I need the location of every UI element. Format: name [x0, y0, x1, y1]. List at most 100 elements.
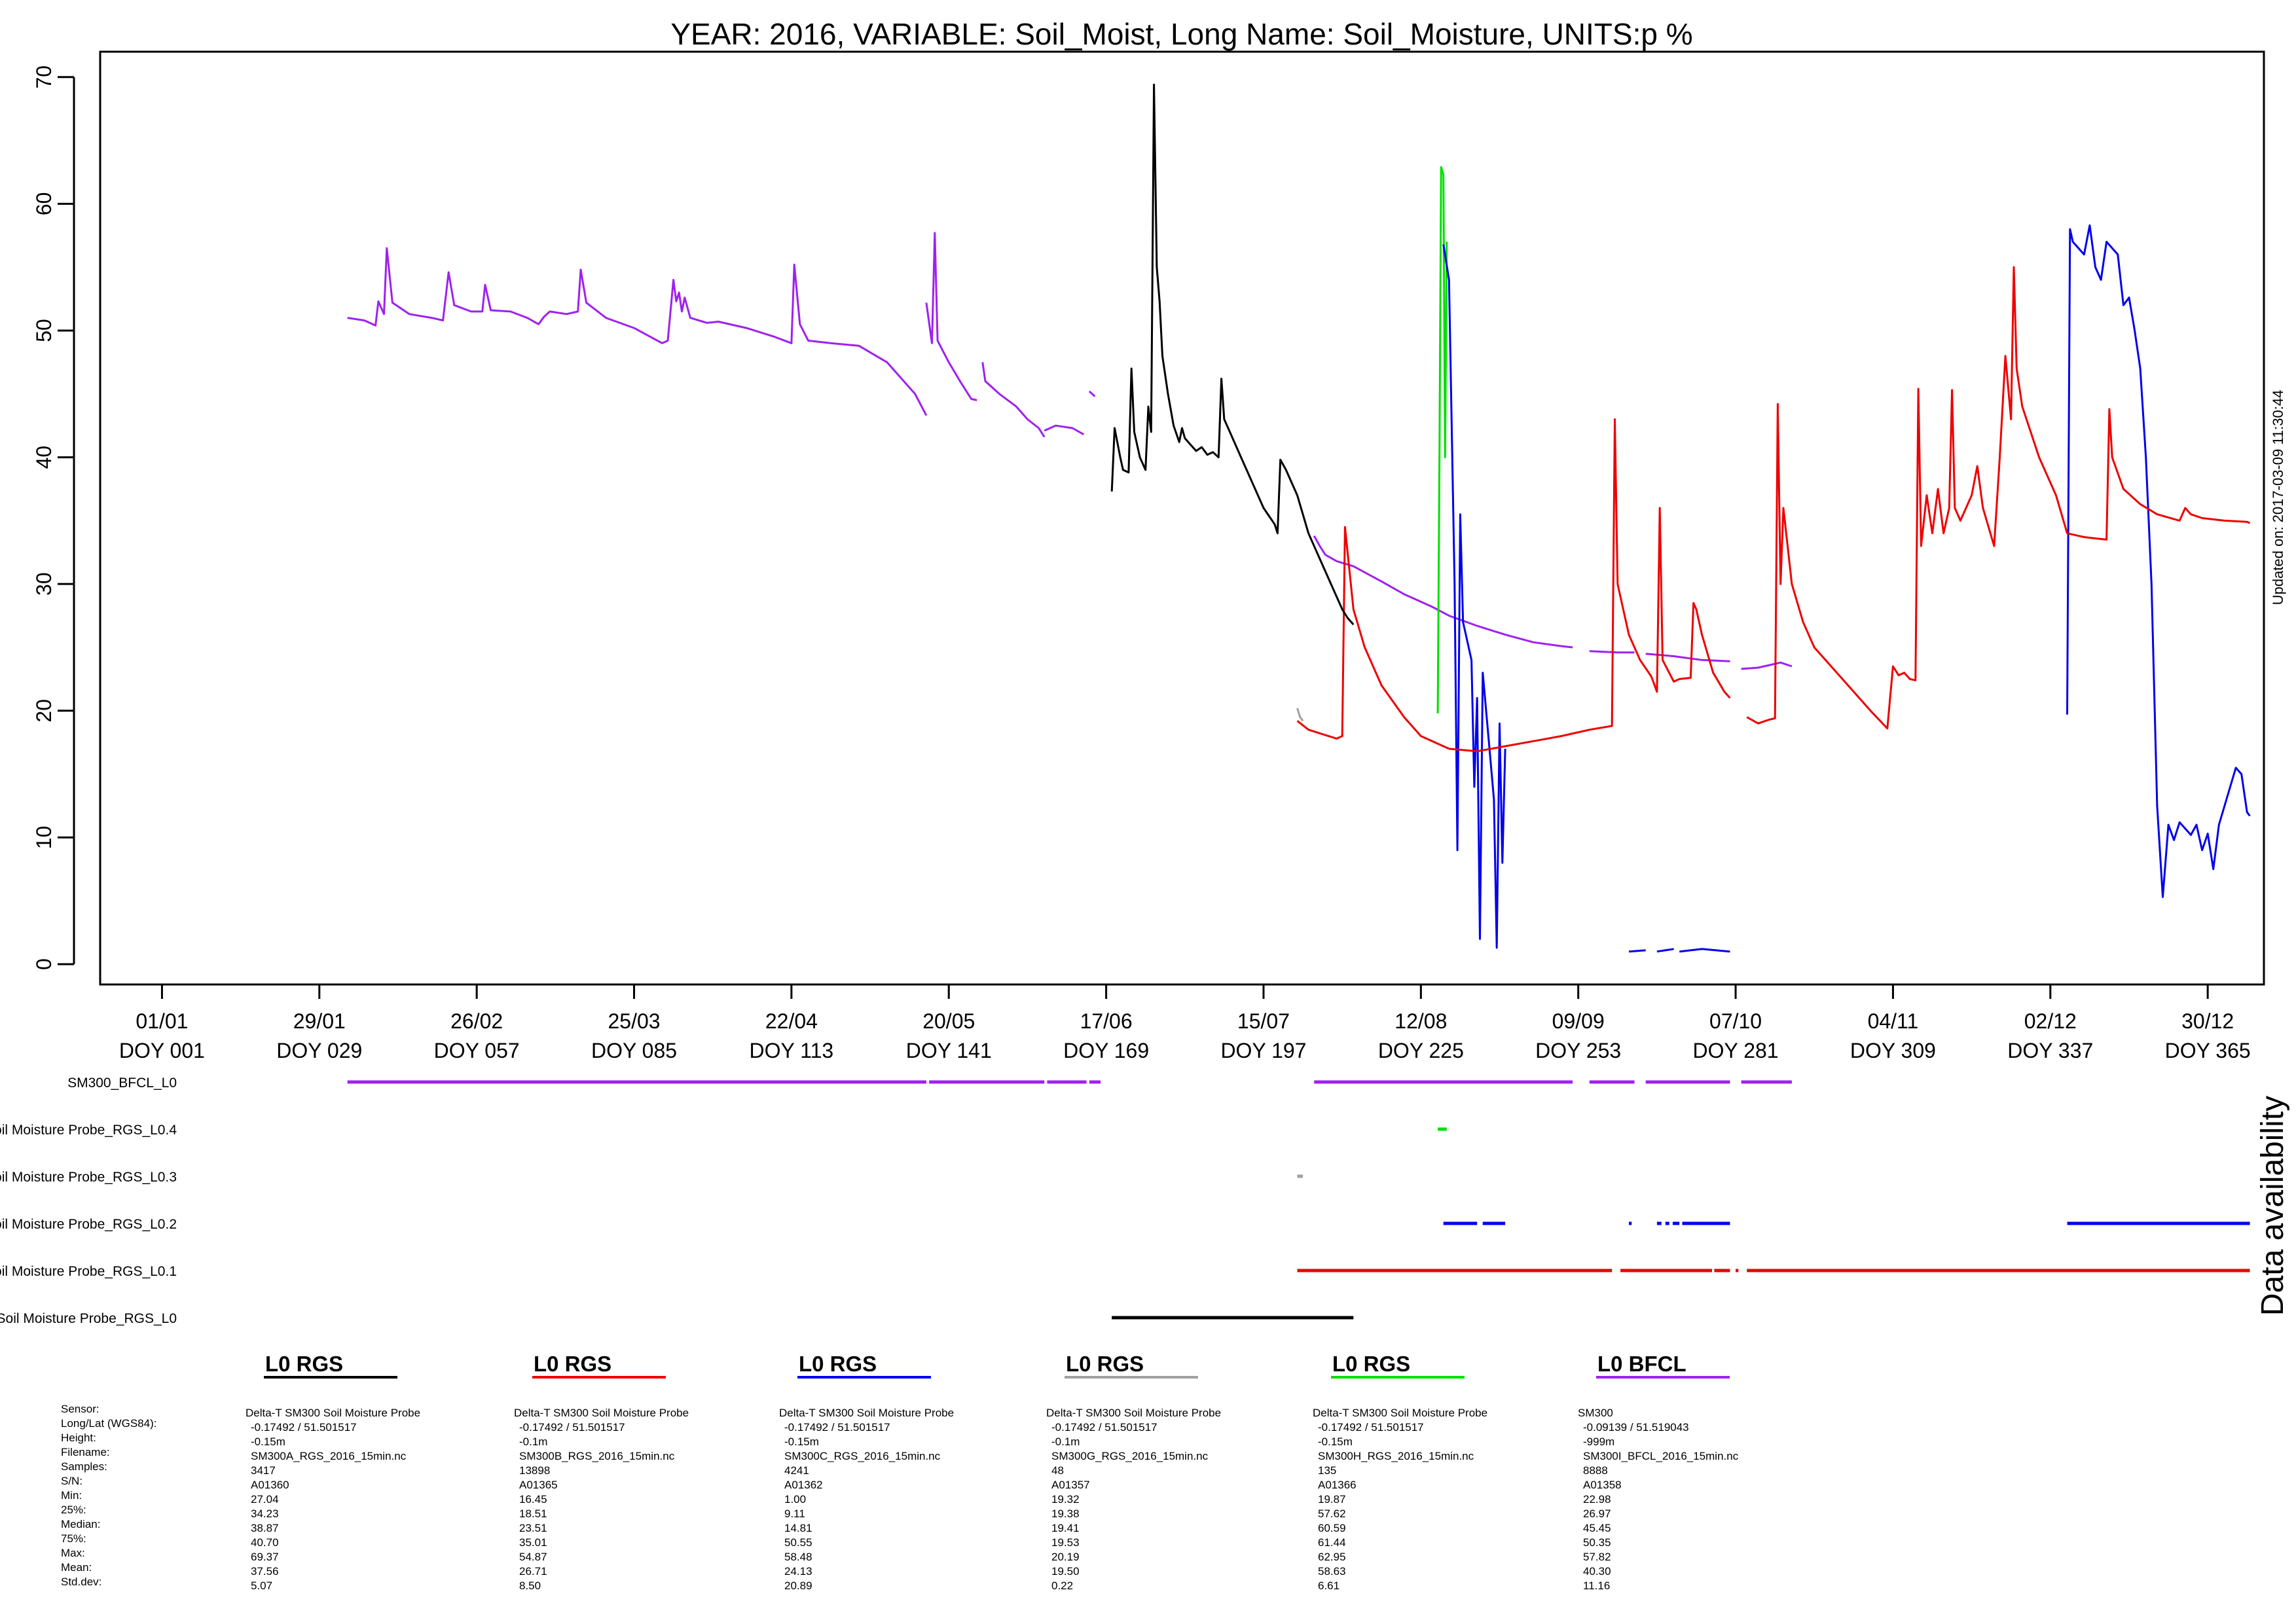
stat-value: 20.19 — [1051, 1551, 1080, 1563]
series-line — [1589, 650, 1635, 654]
stat-value: 40.30 — [1583, 1565, 1611, 1578]
x-tick-date: 07/10 — [1709, 1009, 1762, 1033]
x-tick-doy: DOY 057 — [434, 1039, 520, 1062]
stat-value: -0.09139 / 51.519043 — [1583, 1421, 1689, 1434]
series-line — [347, 247, 928, 416]
chart-title: YEAR: 2016, VARIABLE: Soil_Moist, Long N… — [670, 17, 1692, 51]
y-tick-label: 0 — [32, 958, 56, 970]
stat-value: 27.04 — [251, 1493, 279, 1506]
stat-row-label: Sensor: — [61, 1403, 100, 1415]
stat-value: 0.22 — [1051, 1579, 1073, 1592]
stat-value: -999m — [1583, 1435, 1614, 1448]
series-line — [1656, 948, 1674, 953]
stat-value: 19.41 — [1051, 1522, 1080, 1534]
stat-value: A01365 — [519, 1479, 558, 1491]
stat-value: 20.89 — [784, 1579, 812, 1592]
y-tick-label: 20 — [32, 699, 56, 723]
availability-label: SM300 Soil Moisture Probe_RGS_L0.1 — [0, 1264, 177, 1279]
stat-value: 19.32 — [1051, 1493, 1080, 1506]
stat-value: SM300B_RGS_2016_15min.nc — [519, 1450, 675, 1462]
x-tick-doy: DOY 281 — [1693, 1039, 1779, 1062]
stat-value: 18.51 — [519, 1507, 547, 1520]
stat-value: 45.45 — [1583, 1522, 1611, 1534]
stat-value: 19.50 — [1051, 1565, 1080, 1578]
stat-value: 60.59 — [1318, 1522, 1346, 1534]
stat-value: 35.01 — [519, 1536, 547, 1549]
stat-value: Delta-T SM300 Soil Moisture Probe — [1046, 1407, 1221, 1419]
x-tick-doy: DOY 365 — [2165, 1039, 2251, 1062]
x-tick-doy: DOY 309 — [1850, 1039, 1936, 1062]
stat-row-label: Max: — [61, 1547, 85, 1559]
stat-value: 61.44 — [1318, 1536, 1346, 1549]
stat-row-label: Height: — [61, 1432, 96, 1444]
x-tick-doy: DOY 169 — [1063, 1039, 1149, 1062]
series-line — [981, 362, 1046, 438]
stat-value: 23.51 — [519, 1522, 547, 1534]
stat-row-label: Samples: — [61, 1460, 107, 1473]
stat-column-2: L0 RGS Delta-T SM300 Soil Moisture Probe -… — [779, 1352, 954, 1592]
stat-value: 5.07 — [251, 1579, 272, 1592]
x-tick-date: 25/03 — [608, 1009, 660, 1033]
stat-value: 14.81 — [784, 1522, 812, 1534]
series-line — [1110, 83, 1355, 626]
stat-value: 24.13 — [784, 1565, 812, 1578]
x-tick-doy: DOY 113 — [750, 1039, 834, 1062]
stat-row-label: Mean: — [61, 1561, 92, 1574]
series-line — [1088, 390, 1096, 397]
stat-value: 38.87 — [251, 1522, 279, 1534]
stat-value: 48 — [1051, 1464, 1064, 1477]
x-tick-date: 09/09 — [1552, 1009, 1605, 1033]
series-layer — [347, 83, 2251, 953]
series-0 — [347, 232, 1793, 670]
x-tick-date: 30/12 — [2181, 1009, 2234, 1033]
stat-value: 6.61 — [1318, 1579, 1339, 1592]
series-line — [1746, 266, 2251, 730]
stat-column-5: L0 BFCL SM300 -0.09139 / 51.519043-999m SM3… — [1578, 1352, 1739, 1592]
x-tick-doy: DOY 029 — [276, 1039, 362, 1062]
stat-value: SM300C_RGS_2016_15min.nc — [784, 1450, 941, 1462]
series-line — [1442, 244, 1506, 949]
stat-value: 8.50 — [519, 1579, 541, 1592]
series-2 — [1296, 708, 1304, 722]
stat-value: A01366 — [1318, 1479, 1357, 1491]
stat-value: -0.17492 / 51.501517 — [519, 1421, 625, 1434]
stat-value: SM300A_RGS_2016_15min.nc — [251, 1450, 407, 1462]
legend-title: L0 RGS — [534, 1352, 611, 1376]
stat-value: 11.16 — [1583, 1579, 1610, 1592]
stat-row-label: 75%: — [61, 1532, 86, 1545]
stat-value: 50.55 — [784, 1536, 812, 1549]
stat-value: 69.37 — [251, 1551, 279, 1563]
x-tick-doy: DOY 337 — [2007, 1039, 2093, 1062]
availability-layer: SM300_BFCL_L0 SM300 Soil Moisture Probe_R… — [0, 1075, 2250, 1326]
stat-value: 37.56 — [251, 1565, 279, 1578]
stat-column-4: L0 RGS Delta-T SM300 Soil Moisture Probe -… — [1313, 1352, 1487, 1592]
stat-value: A01360 — [251, 1479, 289, 1491]
stat-value: SM300 — [1578, 1407, 1613, 1419]
stat-value: -0.1m — [1051, 1435, 1080, 1448]
availability-label: SM300 Soil Moisture Probe_RGS_L0.2 — [0, 1217, 177, 1232]
stat-value: SM300H_RGS_2016_15min.nc — [1318, 1450, 1474, 1462]
series-line — [925, 232, 977, 401]
stat-value: SM300G_RGS_2016_15min.nc — [1051, 1450, 1209, 1462]
stat-value: 50.35 — [1583, 1536, 1611, 1549]
stat-value: 54.87 — [519, 1551, 547, 1563]
x-tick-doy: DOY 141 — [906, 1039, 992, 1062]
stat-value: -0.17492 / 51.501517 — [1318, 1421, 1424, 1434]
legend-title: L0 RGS — [1066, 1352, 1144, 1376]
availability-label: SM300_BFCL_L0 — [67, 1075, 177, 1091]
legend-title: L0 RGS — [1332, 1352, 1410, 1376]
x-tick-doy: DOY 001 — [119, 1039, 205, 1062]
stat-value: 19.87 — [1318, 1493, 1346, 1506]
x-tick-date: 01/01 — [136, 1009, 188, 1033]
stat-value: A01357 — [1051, 1479, 1090, 1491]
stat-row-label: Filename: — [61, 1446, 110, 1458]
series-line — [1679, 948, 1730, 953]
x-tick-doy: DOY 253 — [1535, 1039, 1621, 1062]
stat-value: 135 — [1318, 1464, 1336, 1477]
legend-title: L0 RGS — [799, 1352, 877, 1376]
stat-row-label: Long/Lat (WGS84): — [61, 1417, 156, 1430]
series-5 — [1110, 83, 1355, 626]
y-tick-label: 50 — [32, 319, 56, 342]
stat-value: 13898 — [519, 1464, 550, 1477]
stat-value: 9.11 — [784, 1507, 805, 1520]
